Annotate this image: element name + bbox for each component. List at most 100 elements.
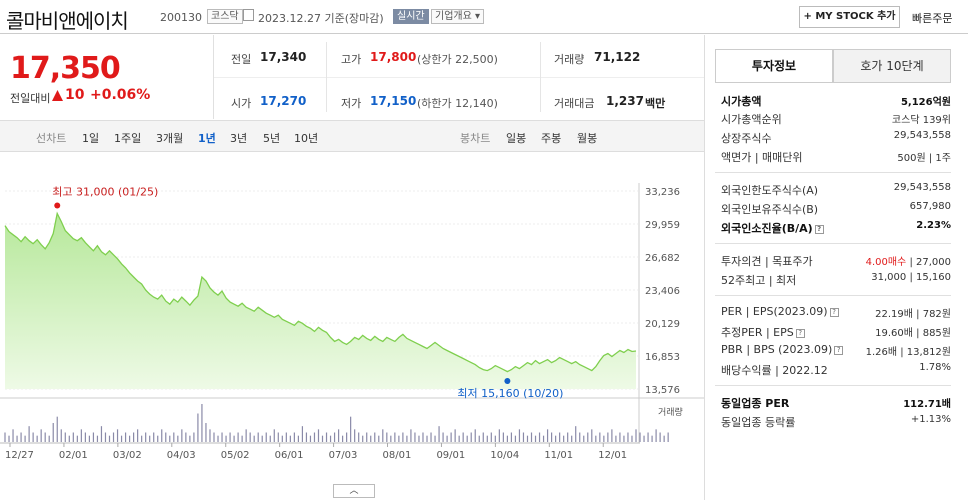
volume-bar (189, 435, 191, 442)
volume-bar (80, 429, 82, 442)
x-tick-label: 03/02 (113, 450, 142, 461)
candle-monthly[interactable]: 월봉 (577, 132, 598, 145)
industry-per-row[interactable]: 동일업종 PER 112.71배 (721, 395, 951, 413)
volume-bar (4, 432, 6, 442)
help-icon[interactable]: ? (814, 224, 824, 234)
volume-bar (663, 435, 665, 442)
industry-change-label[interactable]: 동일업종 등락률 (721, 416, 796, 429)
volume-bar (659, 432, 661, 442)
up-triangle-icon (52, 90, 63, 101)
candle-daily[interactable]: 일봉 (506, 132, 527, 145)
volume-bar (317, 429, 320, 442)
volume-bar (410, 429, 412, 442)
market-cap-rank-row: 시가총액순위 코스닥 139위 (721, 111, 951, 129)
volume-bar (607, 432, 609, 442)
help-icon[interactable]: ? (834, 345, 844, 355)
x-tick-label: 04/03 (167, 450, 196, 461)
chevron-down-icon: ▾ (471, 11, 481, 22)
candle-chart-label: 봉차트 (460, 132, 491, 145)
x-tick-label: 10/04 (490, 450, 519, 461)
price-summary: 17,350 전일대비 10 +0.06% (0, 35, 214, 119)
quick-order-button[interactable]: 빠른주문 (912, 12, 953, 25)
volume-bar (386, 432, 388, 442)
period-3year[interactable]: 3년 (230, 132, 248, 145)
collapse-chart-button[interactable]: ︿ (333, 484, 375, 498)
volume-bar (378, 435, 380, 442)
volume-bar (438, 426, 440, 442)
volume-bar (615, 435, 617, 442)
company-overview-button[interactable]: 기업개요 ▾ (431, 9, 485, 24)
volume-bar (32, 432, 34, 442)
volume-bar (169, 435, 171, 442)
52week-value: 31,000 | 15,160 (871, 272, 951, 283)
period-1year[interactable]: 1년 (198, 132, 216, 145)
volume-bar (257, 432, 259, 442)
52week-row: 52주최고 | 최저 31,000 | 15,160 (721, 272, 951, 290)
volume-bar (402, 432, 404, 442)
x-tick-label: 02/01 (59, 450, 88, 461)
period-1day[interactable]: 1일 (82, 132, 100, 145)
high-annotation: 최고 31,000 (01/25) (52, 186, 158, 199)
52week-label: 52주최고 | 최저 (721, 274, 797, 287)
volume-bar (575, 426, 577, 442)
volume-bar (434, 435, 436, 442)
chevron-up-icon: ︿ (349, 486, 359, 496)
period-5year[interactable]: 5년 (263, 132, 281, 145)
industry-change-row[interactable]: 동일업종 등락률 +1.13% (721, 414, 951, 432)
low-label: 저가 (341, 97, 362, 110)
candle-weekly[interactable]: 주봉 (541, 132, 562, 145)
volume-bar (185, 432, 187, 442)
volume-bar (486, 435, 488, 442)
volume-bar (217, 435, 219, 442)
volume-bar (201, 404, 203, 442)
open-label: 시가 (231, 97, 252, 110)
volume-bar (510, 432, 513, 442)
stock-name[interactable]: 콜마비앤에이치 (6, 9, 129, 33)
period-1week[interactable]: 1주일 (114, 132, 142, 145)
volume-bar (450, 432, 452, 442)
lower-limit: (하한가 12,140) (417, 97, 498, 110)
volume-bar (8, 435, 10, 442)
shares-label: 상장주식수 (721, 132, 772, 145)
opinion-label: 투자의견 | 목표주가 (721, 255, 813, 268)
stock-header: 콜마비앤에이치 200130 코스닥 2023.12.27 기준(장마감) 실시… (0, 0, 968, 34)
volume-bar (446, 435, 448, 442)
volume-bar (651, 435, 653, 442)
tab-invest-info[interactable]: 투자정보 (715, 49, 833, 83)
volume-bar (494, 435, 496, 442)
realtime-button[interactable]: 실시간 (393, 9, 429, 24)
volume-bar (120, 435, 123, 442)
volume-bar (530, 432, 533, 442)
add-mystock-button[interactable]: + MY STOCK 추가 (799, 6, 900, 28)
industry-per-label[interactable]: 동일업종 PER (721, 397, 790, 410)
stats-divider (326, 42, 327, 112)
help-icon[interactable]: ? (829, 307, 839, 317)
volume-bar (44, 432, 46, 442)
volume-bar (635, 429, 637, 442)
volume-bar (470, 432, 472, 442)
volume-bar (108, 435, 111, 442)
tab-quote-10[interactable]: 호가 10단계 (833, 49, 951, 83)
volume-bar (104, 432, 107, 442)
volume-bar (546, 429, 549, 442)
foreign-ratio-row: 외국인소진율(B/A)? 2.23% (721, 220, 951, 238)
y-tick-label: 16,853 (645, 352, 680, 363)
period-3month[interactable]: 3개월 (156, 132, 184, 145)
volume-bar (253, 435, 255, 442)
volume-bar (96, 435, 99, 442)
volume-bar (197, 413, 199, 442)
volume-bar (514, 435, 517, 442)
volume-bar (24, 435, 26, 442)
help-icon[interactable]: ? (795, 328, 805, 338)
volume-bar (414, 432, 416, 442)
market-cap-row: 시가총액 5,126억원 (721, 93, 951, 111)
dividend-value: 1.78% (919, 362, 951, 373)
y-tick-label: 29,959 (645, 220, 680, 231)
prev-close-value: 17,340 (260, 50, 307, 64)
period-10year[interactable]: 10년 (294, 132, 319, 145)
change-value: 10 (65, 87, 85, 103)
market-cap-rank-value: 코스닥 139위 (891, 115, 951, 126)
volume-bar (277, 432, 279, 442)
section-divider (715, 243, 951, 244)
volume-bar (382, 429, 384, 442)
